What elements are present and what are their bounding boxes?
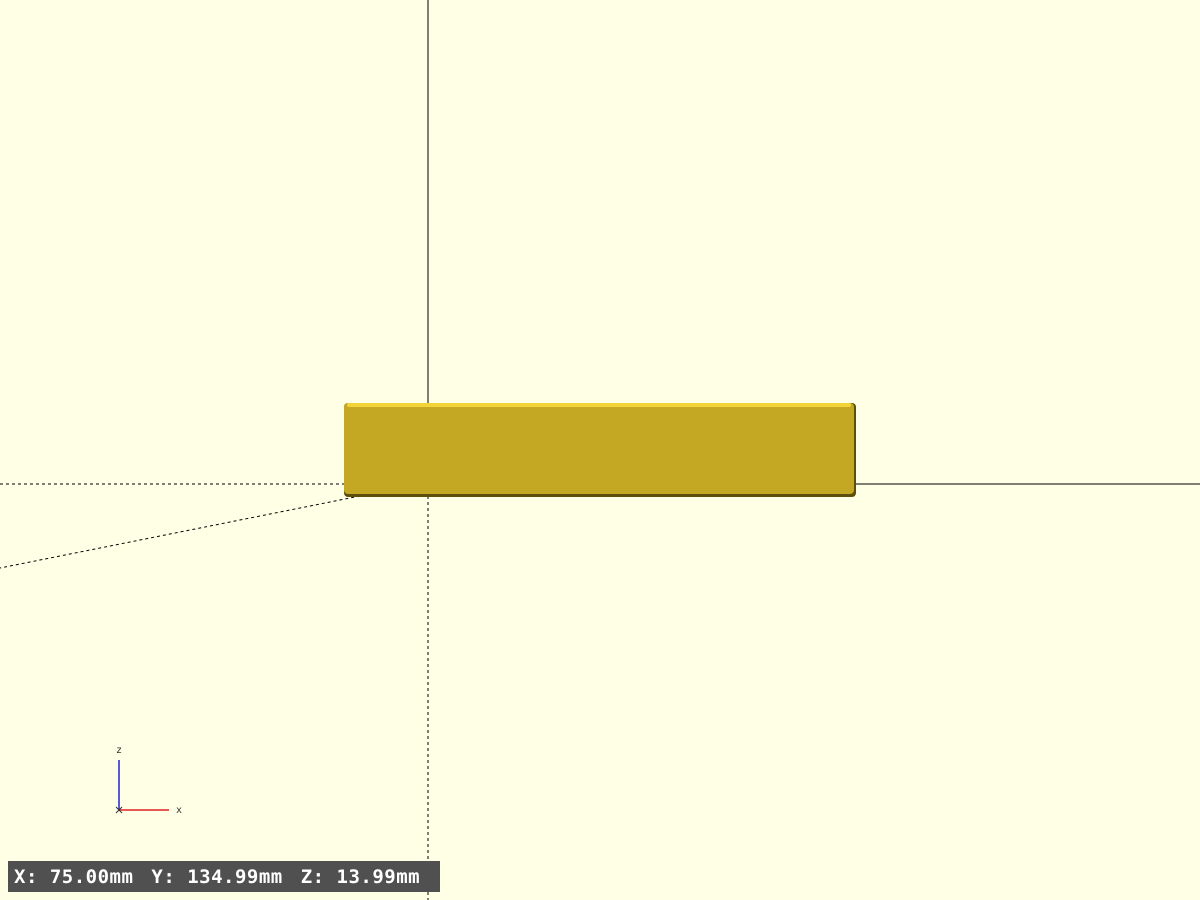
axis-indicator-x-label: x (176, 805, 182, 816)
axis-indicator: z x (115, 745, 182, 816)
model-front-face (344, 403, 854, 494)
coord-x: X: 75.00mm (14, 865, 134, 888)
model-object[interactable] (344, 403, 856, 497)
coordinate-status-bar: X: 75.00mm Y: 134.99mm Z: 13.99mm (8, 861, 440, 892)
coord-z: Z: 13.99mm (300, 865, 421, 888)
axis-indicator-y2 (115, 806, 123, 814)
coord-y: Y: 134.99mm (151, 865, 283, 888)
axis-indicator-z-label: z (116, 745, 122, 756)
y-axis-negative (0, 495, 361, 569)
model-top-highlight (347, 403, 851, 407)
